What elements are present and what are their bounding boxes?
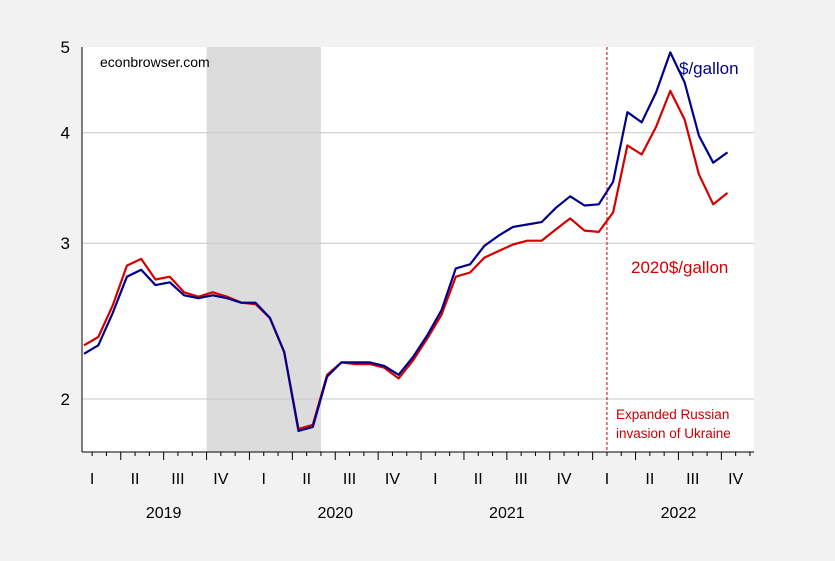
year-label: 2022 — [661, 505, 697, 522]
recession-shading-layer — [206, 47, 321, 452]
y-tick-label-5: 5 — [61, 38, 70, 57]
series-layer — [83, 51, 729, 433]
series-label-real: 2020$/gallon — [631, 258, 728, 277]
series-line-nominal — [83, 51, 729, 433]
quarter-label: I — [433, 471, 437, 488]
recession-shade — [206, 47, 321, 452]
watermark: econbrowser.com — [100, 54, 210, 70]
series-line-real — [83, 89, 729, 430]
quarter-label: IV — [213, 471, 228, 488]
quarter-label: III — [171, 471, 184, 488]
quarter-label: II — [131, 471, 140, 488]
quarter-label: I — [605, 471, 609, 488]
year-label: 2021 — [489, 505, 525, 522]
year-label: 2020 — [317, 505, 353, 522]
quarter-label: III — [686, 471, 699, 488]
y-tick-label-3: 3 — [61, 234, 70, 253]
quarter-label: I — [262, 471, 266, 488]
quarter-label: I — [90, 471, 94, 488]
quarter-label: IV — [728, 471, 743, 488]
quarter-label: II — [474, 471, 483, 488]
y-tick-label-4: 4 — [61, 124, 70, 143]
quarter-label: III — [514, 471, 527, 488]
quarter-label: III — [343, 471, 356, 488]
grid-layer — [82, 132, 754, 400]
quarter-label: IV — [385, 471, 400, 488]
quarter-label: IV — [556, 471, 571, 488]
y-tick-label-2: 2 — [61, 390, 70, 409]
plot-area — [82, 47, 754, 452]
series-label-nominal: $/gallon — [679, 59, 739, 78]
quarter-label: II — [302, 471, 311, 488]
quarter-label: II — [645, 471, 654, 488]
event-annotation-line1: Expanded Russian — [616, 407, 729, 422]
event-annotation-line2: invasion of Ukraine — [616, 426, 731, 441]
year-label: 2019 — [146, 505, 182, 522]
